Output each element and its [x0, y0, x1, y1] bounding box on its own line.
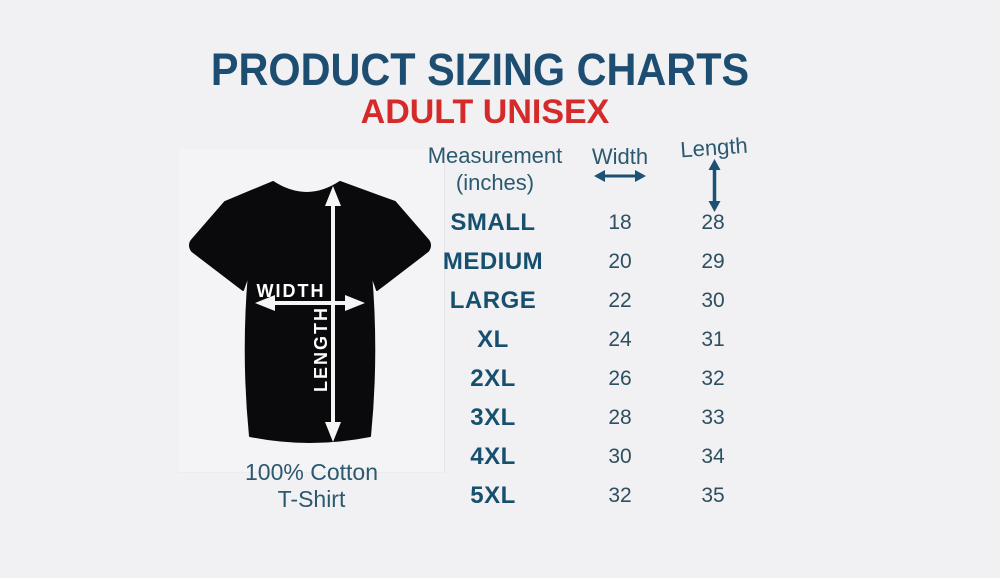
size-label: LARGE — [449, 286, 537, 314]
shirt-length-label: LENGTH — [311, 306, 331, 392]
width-value: 18 — [608, 210, 632, 234]
measurement-header: Measurement (inches) — [395, 142, 595, 196]
length-arrow-icon — [708, 159, 721, 212]
length-value: 30 — [701, 288, 725, 312]
shirt-width-arrow-icon — [255, 295, 365, 311]
caption-line-2: T-Shirt — [277, 486, 346, 512]
tshirt-photo: WIDTH LENGTH — [179, 149, 445, 473]
width-column: 18 20 22 24 26 28 30 32 — [570, 203, 670, 515]
tshirt-illustration: WIDTH LENGTH — [189, 181, 431, 443]
page-subtitle: ADULT UNISEX — [360, 93, 610, 131]
size-label: 4XL — [470, 442, 516, 470]
length-value: 32 — [701, 366, 725, 390]
tshirt-shape — [189, 181, 431, 443]
width-value: 22 — [608, 288, 632, 312]
size-label: 3XL — [470, 403, 516, 431]
width-value: 30 — [608, 444, 632, 468]
width-value: 26 — [608, 366, 632, 390]
width-value: 32 — [608, 483, 632, 507]
width-column-header: Width — [591, 144, 649, 169]
size-label: SMALL — [450, 208, 536, 236]
width-value: 24 — [608, 327, 632, 351]
page-title: PRODUCT SIZING CHARTS — [210, 44, 750, 95]
size-label: XL — [477, 325, 509, 353]
length-column: 28 29 30 31 32 33 34 35 — [663, 203, 763, 515]
size-label: 5XL — [470, 481, 516, 509]
length-value: 34 — [701, 444, 725, 468]
measurement-header-line2: (inches) — [455, 170, 535, 195]
length-value: 31 — [701, 327, 725, 351]
shirt-width-label: WIDTH — [257, 281, 326, 301]
measurement-header-line1: Measurement — [427, 143, 563, 168]
length-value: 35 — [701, 483, 725, 507]
length-value: 28 — [701, 210, 725, 234]
width-arrow-icon — [594, 170, 646, 182]
size-label: MEDIUM — [442, 247, 544, 275]
shirt-length-arrow-icon — [325, 186, 341, 442]
caption-line-1: 100% Cotton — [245, 459, 378, 485]
shirt-caption: 100% Cotton T-Shirt — [179, 459, 444, 513]
width-value: 28 — [608, 405, 632, 429]
length-value: 29 — [701, 249, 725, 273]
size-column: SMALL MEDIUM LARGE XL 2XL 3XL 4XL 5XL — [353, 203, 633, 515]
width-value: 20 — [608, 249, 632, 273]
size-label: 2XL — [470, 364, 516, 392]
length-value: 33 — [701, 405, 725, 429]
